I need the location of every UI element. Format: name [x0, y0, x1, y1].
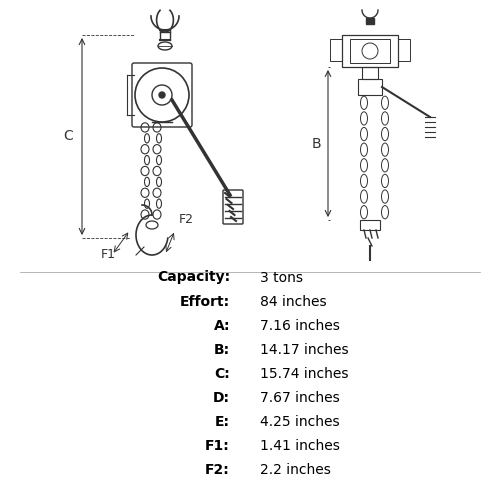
Text: 2.2 inches: 2.2 inches — [260, 462, 331, 476]
Text: Effort:: Effort: — [180, 294, 230, 308]
Text: B: B — [311, 136, 321, 150]
Bar — [362, 67, 378, 79]
Text: D:: D: — [213, 390, 230, 404]
Bar — [366, 18, 374, 24]
Text: 7.16 inches: 7.16 inches — [260, 318, 340, 332]
Bar — [360, 220, 380, 230]
Text: F1:: F1: — [206, 438, 230, 452]
Bar — [330, 39, 342, 61]
Text: 7.67 inches: 7.67 inches — [260, 390, 340, 404]
Text: 14.17 inches: 14.17 inches — [260, 342, 348, 356]
Text: C: C — [63, 130, 73, 143]
Text: C:: C: — [214, 366, 230, 380]
Text: F1: F1 — [100, 248, 116, 261]
Bar — [342, 35, 398, 67]
Text: 15.74 inches: 15.74 inches — [260, 366, 348, 380]
Bar — [350, 39, 390, 63]
Text: E:: E: — [215, 414, 230, 428]
Text: A:: A: — [214, 318, 230, 332]
Bar — [358, 79, 382, 95]
Text: 84 inches: 84 inches — [260, 294, 326, 308]
Circle shape — [159, 92, 165, 98]
Text: Capacity:: Capacity: — [157, 270, 230, 284]
Text: 4.25 inches: 4.25 inches — [260, 414, 340, 428]
Text: B:: B: — [214, 342, 230, 356]
Text: 3 tons: 3 tons — [260, 270, 303, 284]
Text: F2: F2 — [179, 213, 194, 226]
Text: F2:: F2: — [206, 462, 230, 476]
Bar — [398, 39, 410, 61]
Text: 1.41 inches: 1.41 inches — [260, 438, 340, 452]
